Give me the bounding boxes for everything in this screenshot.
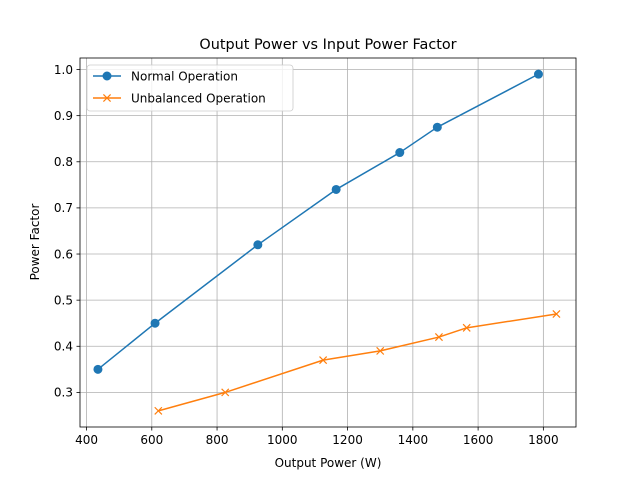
data-point xyxy=(93,364,103,374)
data-point xyxy=(221,388,230,397)
data-point xyxy=(253,240,263,250)
chart-title: Output Power vs Input Power Factor xyxy=(199,37,456,53)
data-point xyxy=(552,309,561,319)
legend-marker xyxy=(102,93,112,103)
legend-box xyxy=(86,64,294,112)
y-axis-label: Power Factor xyxy=(28,204,42,281)
x-tick-label: 1800 xyxy=(528,433,559,447)
data-point xyxy=(533,69,543,79)
y-tick-label: 0.7 xyxy=(54,201,73,215)
axes-frame xyxy=(79,57,577,428)
y-tick-label: 0.5 xyxy=(54,293,73,307)
x-tick-label: 800 xyxy=(206,433,229,447)
y-tick-label: 0.9 xyxy=(54,109,73,123)
legend-label: Normal Operation xyxy=(131,69,238,83)
data-point xyxy=(331,184,341,194)
data-point xyxy=(434,333,443,342)
y-tick-label: 0.6 xyxy=(54,247,73,261)
data-point xyxy=(462,323,471,332)
y-tick-label: 0.4 xyxy=(54,340,73,354)
plot-area: 400 600 800 1000 1200 1400 1600 1800 0.3 0.4 0.5 0.… xyxy=(54,57,577,447)
data-point xyxy=(154,406,163,415)
data-point xyxy=(432,122,442,132)
legend-label: Unbalanced Operation xyxy=(131,91,266,105)
data-point xyxy=(319,356,328,365)
x-tick-label: 600 xyxy=(140,433,163,447)
y-tick-label: 0.3 xyxy=(54,386,73,400)
data-point xyxy=(376,346,385,355)
x-tick-label: 1000 xyxy=(267,433,298,447)
y-tick-label: 0.8 xyxy=(54,155,73,169)
y-tick-label: 1.0 xyxy=(54,63,73,77)
x-tick-label: 1600 xyxy=(463,433,494,447)
x-tick-label: 400 xyxy=(75,433,98,447)
data-point xyxy=(395,148,405,158)
legend-marker xyxy=(102,71,112,81)
x-tick-label: 1200 xyxy=(332,433,363,447)
x-axis-label: Output Power (W) xyxy=(275,456,382,470)
data-point xyxy=(150,318,160,328)
x-tick-label: 1400 xyxy=(398,433,429,447)
